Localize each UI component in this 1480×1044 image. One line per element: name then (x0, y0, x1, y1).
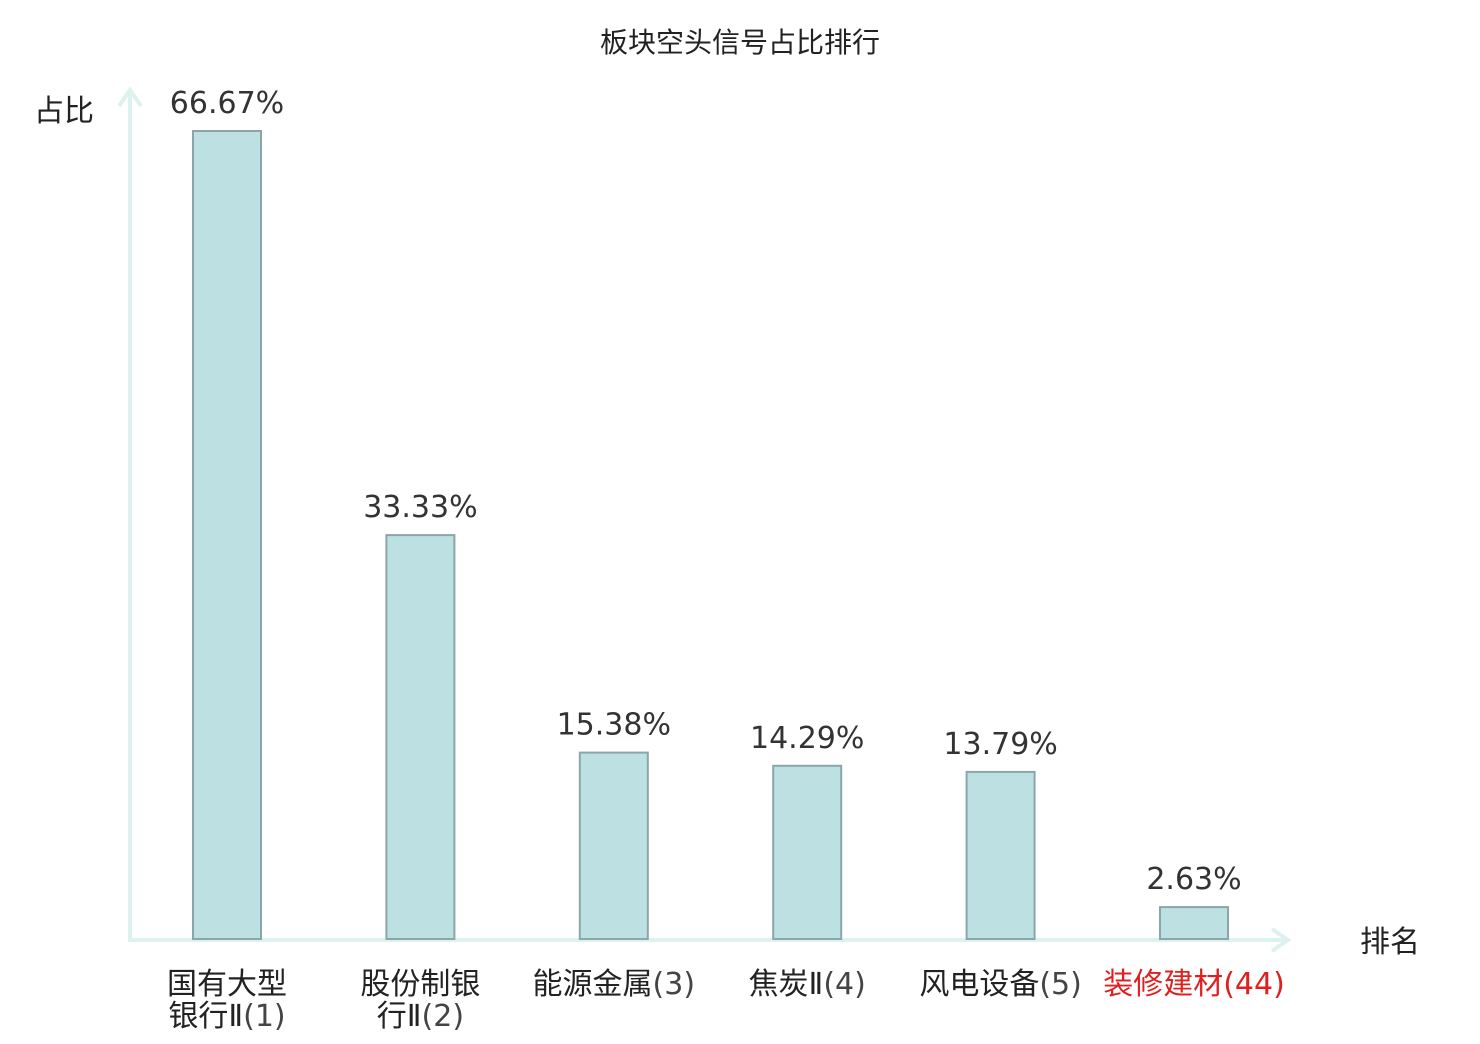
data-label: 13.79% (943, 727, 1057, 762)
value-labels-group: 66.67% 33.33% 15.38% 14.29% 13.79% 2.63% (170, 86, 1242, 897)
category-name: 国有大型 (167, 967, 287, 1002)
category-rank: (4) (823, 967, 866, 1002)
x-tick-label: 行Ⅱ(2) (377, 999, 464, 1034)
bar (578, 751, 649, 940)
bar (385, 534, 456, 940)
x-tick-label: 焦炭Ⅱ(4) (749, 967, 866, 1002)
category-name: 行Ⅱ (377, 999, 422, 1034)
y-axis-label: 占比 (34, 94, 94, 129)
x-tick-label: 银行Ⅱ(1) (168, 999, 285, 1034)
category-name: 能源金属 (533, 967, 653, 1002)
x-tick-label: 能源金属(3) (533, 967, 696, 1002)
category-name: 焦炭Ⅱ (749, 967, 824, 1002)
category-name: 股份制银 (360, 967, 480, 1002)
category-name: 银行Ⅱ (168, 999, 243, 1034)
x-axis-label: 排名 (1360, 925, 1420, 960)
category-rank: (2) (422, 999, 465, 1034)
category-rank: (44) (1223, 967, 1285, 1002)
axes (117, 86, 1292, 953)
bar (772, 764, 843, 940)
bars-group (192, 130, 1229, 941)
data-label: 15.38% (557, 708, 671, 743)
category-name: 风电设备 (919, 967, 1039, 1002)
data-label: 2.63% (1146, 862, 1241, 897)
bar (1159, 906, 1229, 940)
x-tick-label: 股份制银 (360, 967, 480, 1002)
chart-title: 板块空头信号占比排行 (600, 26, 880, 59)
x-tick-label: 国有大型 (167, 967, 287, 1002)
category-rank: (1) (243, 999, 286, 1034)
category-rank: (3) (653, 967, 696, 1002)
y-axis-arrow (117, 86, 143, 108)
x-tick-label: 风电设备(5) (919, 967, 1082, 1002)
data-label: 33.33% (363, 490, 477, 525)
bar (965, 770, 1036, 941)
x-tick-label: 装修建材(44) (1103, 967, 1285, 1002)
bar (192, 130, 262, 940)
x-axis-arrow (1270, 927, 1292, 953)
data-label: 14.29% (750, 721, 864, 756)
data-label: 66.67% (170, 86, 284, 121)
category-name: 装修建材 (1103, 967, 1223, 1002)
category-rank: (5) (1039, 967, 1082, 1002)
